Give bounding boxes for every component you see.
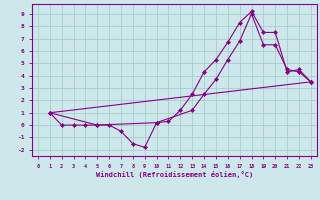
X-axis label: Windchill (Refroidissement éolien,°C): Windchill (Refroidissement éolien,°C) <box>96 171 253 178</box>
